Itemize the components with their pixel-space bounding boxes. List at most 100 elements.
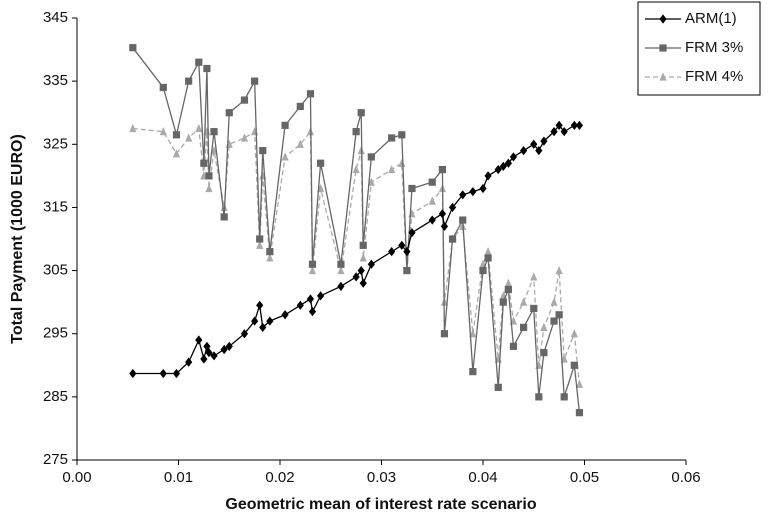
x-tick-label: 0.01	[164, 469, 193, 486]
marker	[281, 152, 289, 161]
marker	[210, 128, 218, 136]
marker	[185, 77, 193, 85]
marker	[479, 183, 487, 194]
marker	[172, 368, 181, 379]
marker	[240, 329, 249, 339]
marker	[459, 216, 467, 224]
marker	[259, 147, 267, 155]
marker	[494, 383, 502, 391]
marker	[550, 317, 558, 325]
marker	[520, 146, 528, 156]
marker	[256, 300, 264, 310]
marker	[159, 83, 167, 92]
marker	[296, 139, 304, 148]
marker	[440, 221, 449, 231]
marker	[440, 330, 449, 338]
x-axis-title: Geometric mean of interest rate scenario	[225, 496, 536, 513]
y-tick-label: 295	[43, 325, 68, 342]
marker	[428, 178, 436, 186]
y-tick-label: 275	[43, 451, 68, 468]
marker	[555, 311, 563, 319]
marker	[195, 335, 203, 345]
marker	[357, 109, 365, 117]
marker	[367, 177, 375, 186]
marker	[388, 164, 396, 174]
legend-marker	[659, 14, 667, 24]
marker	[398, 240, 406, 250]
marker	[200, 354, 208, 364]
marker	[308, 265, 317, 275]
marker	[438, 165, 446, 174]
marker	[306, 294, 315, 304]
marker	[575, 120, 584, 130]
marker	[448, 235, 457, 243]
marker	[225, 341, 233, 351]
marker	[296, 102, 304, 110]
marker	[220, 213, 228, 221]
series-line	[132, 47, 581, 413]
marker	[159, 127, 167, 136]
marker	[359, 253, 367, 262]
marker	[185, 133, 193, 142]
marker	[575, 379, 584, 388]
legend-marker	[659, 44, 667, 52]
marker	[438, 209, 446, 219]
marker	[535, 146, 543, 156]
marker	[494, 164, 502, 175]
marker	[317, 159, 325, 167]
y-tick-label: 335	[43, 72, 68, 89]
marker	[185, 357, 193, 367]
marker	[479, 266, 487, 275]
marker	[159, 368, 167, 379]
marker	[540, 136, 548, 146]
marker	[499, 161, 507, 171]
marker	[520, 297, 528, 306]
marker	[403, 266, 411, 275]
marker	[530, 304, 538, 313]
marker	[504, 158, 512, 168]
marker	[256, 235, 264, 243]
marker	[172, 131, 181, 139]
legend-label: FRM 4%	[685, 68, 743, 85]
marker	[484, 247, 492, 256]
marker	[388, 247, 396, 257]
marker	[259, 322, 267, 332]
marker	[240, 133, 249, 142]
marker	[550, 297, 558, 306]
marker	[504, 285, 512, 294]
marker	[308, 307, 317, 317]
marker	[570, 329, 578, 338]
marker	[398, 158, 406, 167]
marker	[172, 149, 181, 158]
legend-label: FRM 3%	[685, 39, 743, 56]
marker	[484, 171, 492, 181]
marker	[428, 196, 436, 205]
marker	[509, 152, 518, 162]
x-tick-label: 0.03	[367, 469, 396, 486]
marker	[195, 123, 203, 133]
x-tick-label: 0.00	[62, 469, 91, 486]
marker	[317, 291, 325, 301]
x-tick-label: 0.05	[570, 469, 599, 486]
marker	[266, 253, 274, 262]
y-tick-label: 305	[43, 262, 68, 279]
x-tick-label: 0.04	[468, 469, 497, 486]
marker	[359, 278, 367, 288]
marker	[337, 265, 345, 275]
marker	[240, 96, 249, 104]
marker	[408, 184, 416, 193]
x-tick-label: 0.06	[671, 469, 700, 486]
legend-label: ARM(1)	[685, 10, 737, 27]
marker	[266, 316, 274, 326]
marker	[296, 300, 304, 310]
marker	[520, 323, 528, 331]
marker	[129, 123, 137, 133]
marker	[220, 344, 228, 355]
marker	[550, 127, 558, 137]
marker	[129, 368, 137, 379]
marker	[308, 260, 317, 268]
marker	[129, 44, 137, 52]
marker	[560, 393, 568, 401]
marker	[428, 215, 436, 225]
